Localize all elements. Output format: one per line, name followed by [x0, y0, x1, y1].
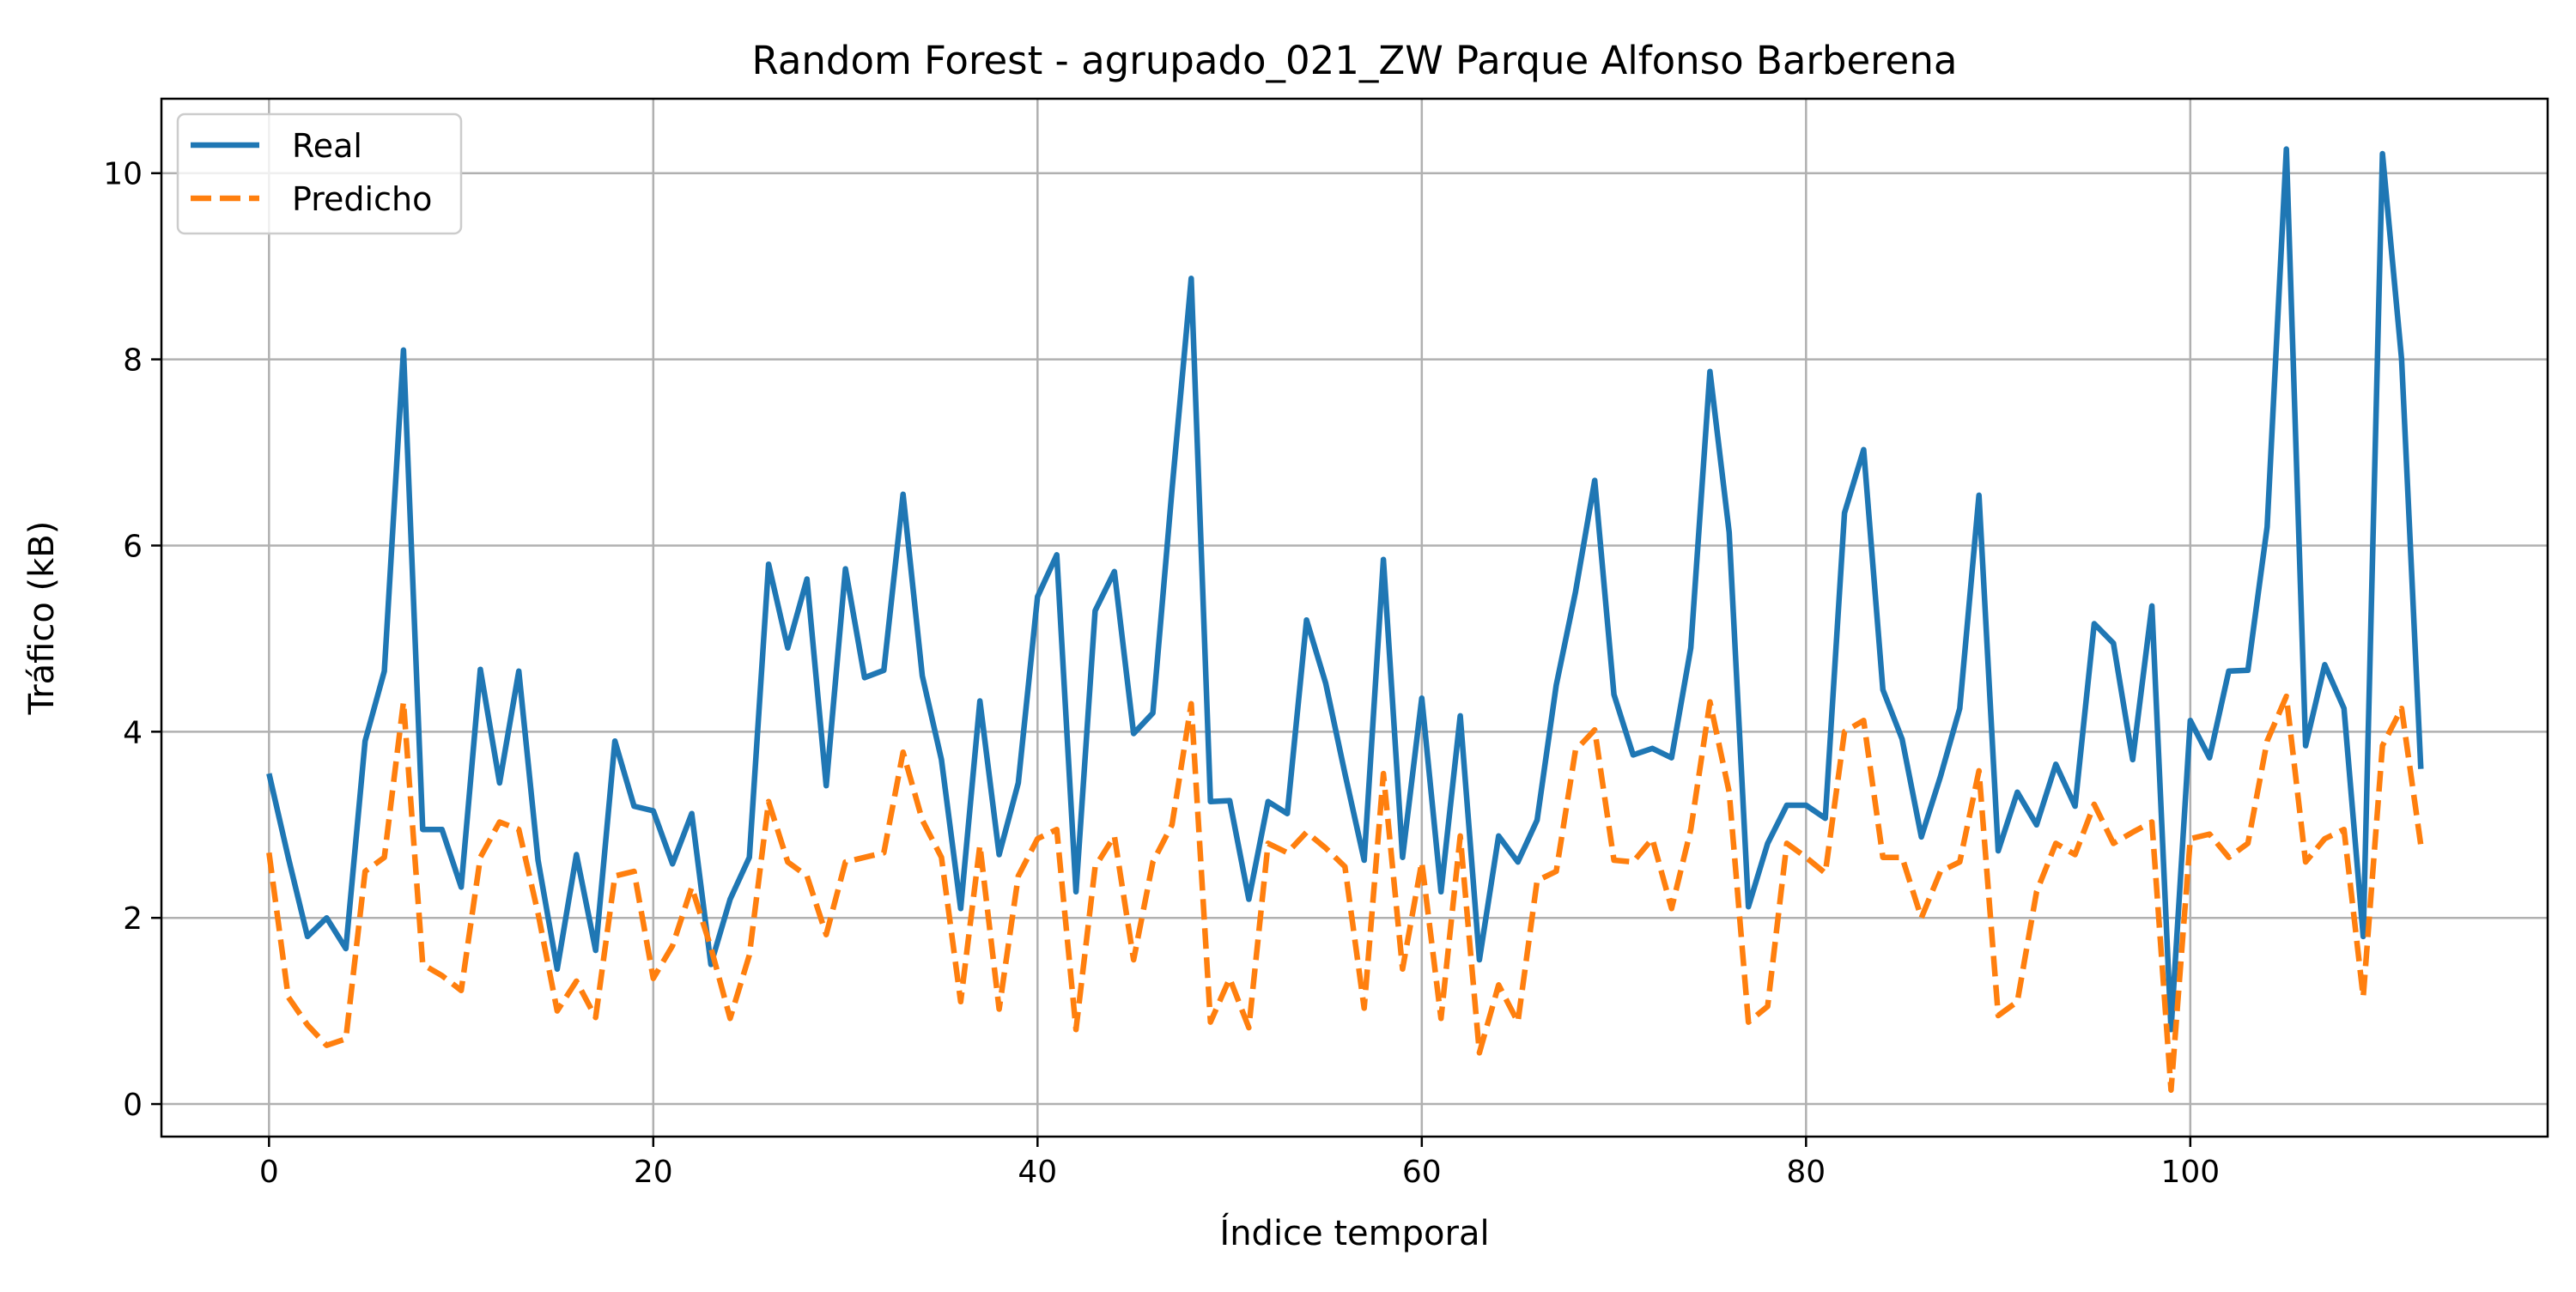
x-tick-label: 100	[2160, 1155, 2220, 1190]
plot-area-frame	[160, 97, 2549, 1138]
chart-title: Random Forest - agrupado_021_ZW Parque A…	[752, 38, 1958, 83]
legend-label-real: Real	[292, 127, 362, 165]
axis-ticks: 0 20 40 60 80 100 0 2 4 6 8 10	[103, 157, 2220, 1190]
y-tick-label: 0	[123, 1088, 143, 1123]
x-tick-label: 80	[1786, 1155, 1826, 1190]
y-tick-label: 2	[123, 901, 143, 937]
series-line-predicho	[266, 693, 2424, 1094]
x-axis-label: Índice temporal	[1219, 1212, 1489, 1253]
x-tick-label: 60	[1402, 1155, 1442, 1190]
y-tick-label: 6	[123, 529, 143, 564]
y-tick-label: 8	[123, 343, 143, 379]
y-axis-label: Tráfico (kB)	[22, 521, 62, 716]
grid-lines	[161, 99, 2548, 1137]
series-lines	[266, 146, 2424, 1094]
x-tick-label: 0	[259, 1155, 279, 1190]
y-tick-label: 4	[123, 715, 143, 750]
legend-label-predicho: Predicho	[292, 180, 432, 218]
x-tick-label: 20	[634, 1155, 673, 1190]
legend: Real Predicho	[176, 112, 463, 235]
x-tick-label: 40	[1018, 1155, 1057, 1190]
series-line-real	[266, 146, 2424, 1033]
y-tick-label: 10	[103, 157, 143, 192]
